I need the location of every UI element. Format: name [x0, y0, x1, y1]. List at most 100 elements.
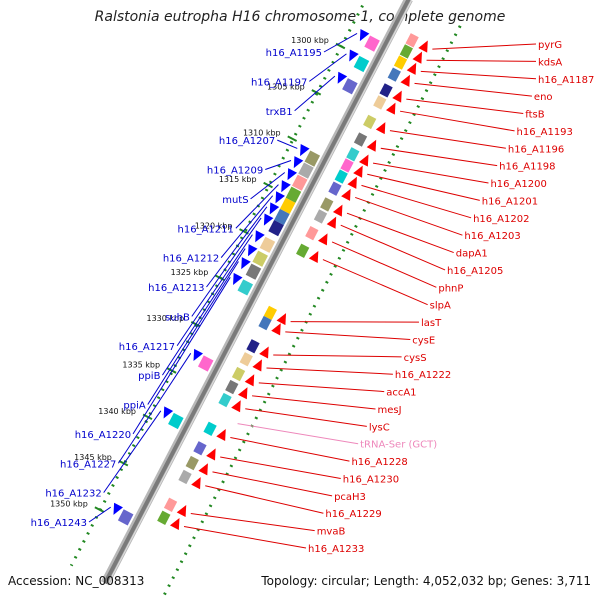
forward-gene-arrow: [163, 406, 174, 419]
forward-gene-label[interactable]: h16_A1211: [178, 224, 234, 235]
cog-block: [298, 162, 314, 179]
reverse-gene-label[interactable]: mvaB: [317, 527, 346, 538]
reverse-gene-label[interactable]: lysC: [369, 422, 390, 433]
forward-gene-arrow: [233, 272, 243, 285]
scale-tick-label: 1350 kbp: [50, 500, 88, 509]
scale-tick: [214, 274, 225, 281]
cog-block: [379, 83, 393, 98]
leader-line: [220, 456, 341, 479]
reverse-gene-label[interactable]: h16_A1196: [508, 144, 564, 155]
cog-block: [346, 147, 360, 162]
leader-line: [250, 172, 286, 200]
reverse-gene-label[interactable]: h16_A1228: [351, 457, 407, 468]
reverse-gene-label[interactable]: eno: [534, 92, 553, 103]
reverse-gene-label[interactable]: cysS: [404, 353, 427, 364]
reverse-gene-label[interactable]: h16_A1222: [395, 370, 451, 381]
reverse-gene-label[interactable]: tRNA-Ser (GCT): [360, 440, 437, 451]
forward-gene-label[interactable]: mutS: [222, 195, 248, 206]
leader-line: [235, 184, 279, 229]
reverse-gene-label[interactable]: h16_A1200: [490, 179, 546, 190]
leader-line: [322, 259, 428, 306]
reverse-gene-arrow: [412, 51, 423, 64]
reverse-gene-label[interactable]: h16_A1229: [325, 509, 381, 520]
reverse-gene-label[interactable]: h16_A1233: [308, 544, 364, 555]
cog-block: [353, 132, 368, 147]
reverse-gene-label[interactable]: h16_A1230: [343, 474, 399, 485]
reverse-gene-label[interactable]: dapA1: [456, 249, 488, 260]
leader-line: [190, 513, 315, 532]
reverse-gene-label[interactable]: mesJ: [378, 405, 402, 416]
leader-line: [265, 160, 292, 170]
reverse-gene-label[interactable]: pyrG: [538, 40, 562, 51]
leader-line: [230, 437, 350, 462]
reverse-gene-label[interactable]: ftsB: [525, 110, 544, 121]
forward-gene-arrow: [293, 156, 304, 169]
reverse-gene-label[interactable]: h16_A1198: [499, 162, 555, 173]
leader-line: [176, 234, 253, 347]
leader-line: [361, 184, 472, 219]
reverse-gene-label[interactable]: h16_A1193: [517, 127, 573, 138]
forward-gene-label[interactable]: h16_A1227: [60, 459, 116, 470]
accession-text: Accession: NC_008313: [8, 574, 145, 588]
reverse-gene-arrow: [392, 90, 402, 103]
cog-block: [218, 392, 232, 408]
reverse-gene-arrow: [418, 40, 428, 53]
reverse-gene-label[interactable]: pcaH3: [334, 492, 366, 503]
leader-line: [426, 59, 537, 62]
cog-block: [163, 497, 178, 512]
reverse-gene-label[interactable]: cysE: [412, 335, 435, 346]
reverse-gene-arrow: [169, 517, 180, 531]
forward-gene-label[interactable]: trxB1: [266, 107, 293, 118]
reverse-gene-arrow: [332, 204, 343, 217]
cog-block: [239, 352, 253, 367]
forward-gene-label[interactable]: h16_A1220: [75, 430, 131, 441]
forward-gene-label[interactable]: ppiB: [138, 371, 160, 382]
cog-block: [334, 169, 348, 184]
leader-line: [346, 212, 454, 254]
forward-gene-arrow: [359, 29, 370, 42]
reverse-gene-label[interactable]: h16_A1203: [464, 231, 520, 242]
forward-gene-label[interactable]: h16_A1209: [207, 166, 263, 177]
forward-gene-label[interactable]: h16_A1217: [119, 342, 175, 353]
reverse-gene-label[interactable]: h16_A1187: [538, 75, 594, 86]
forward-gene-label[interactable]: h16_A1212: [163, 254, 219, 265]
cog-block: [268, 220, 284, 237]
scale-tick-label: 1330 kbp: [147, 314, 185, 323]
scale-tick-label: 1325 kbp: [171, 268, 209, 277]
reverse-gene-arrow: [231, 400, 241, 413]
leader-line: [355, 196, 463, 236]
forward-gene-label[interactable]: h16_A1243: [31, 518, 87, 529]
reverse-gene-label[interactable]: phnP: [438, 283, 463, 294]
reverse-gene-label[interactable]: h16_A1202: [473, 214, 529, 225]
forward-gene-arrow: [269, 202, 280, 215]
reverse-gene-arrow: [206, 448, 216, 461]
forward-gene-label[interactable]: suhB: [165, 312, 190, 323]
forward-gene-label[interactable]: h16_A1232: [45, 489, 101, 500]
cog-block: [342, 78, 358, 95]
cog-block: [193, 441, 207, 456]
reverse-gene-label[interactable]: lasT: [421, 318, 442, 329]
reverse-gene-label[interactable]: slpA: [430, 301, 451, 312]
cog-block: [364, 35, 380, 52]
reverse-gene-arrow: [308, 250, 319, 264]
cog-block: [405, 33, 419, 48]
forward-gene-label[interactable]: h16_A1197: [251, 77, 307, 88]
leader-line: [277, 139, 298, 149]
reverse-gene-label[interactable]: h16_A1201: [482, 196, 538, 207]
leader-line: [323, 33, 358, 53]
forward-gene-label[interactable]: ppiA: [123, 401, 145, 412]
label-leaders: [88, 33, 537, 549]
cog-block: [245, 263, 262, 280]
forward-gene-label[interactable]: h16_A1195: [266, 48, 322, 59]
cog-block: [340, 158, 354, 173]
forward-gene-label[interactable]: h16_A1213: [148, 283, 204, 294]
cog-block: [185, 455, 199, 471]
reverse-gene-label[interactable]: h16_A1205: [447, 266, 503, 277]
reverse-gene-label[interactable]: accA1: [386, 388, 416, 399]
scale-tick: [118, 460, 129, 467]
forward-gene-arrow: [255, 230, 265, 243]
reverse-gene-arrow: [406, 62, 417, 75]
forward-gene-label[interactable]: h16_A1207: [219, 136, 275, 147]
reverse-gene-label[interactable]: kdsA: [538, 57, 562, 68]
